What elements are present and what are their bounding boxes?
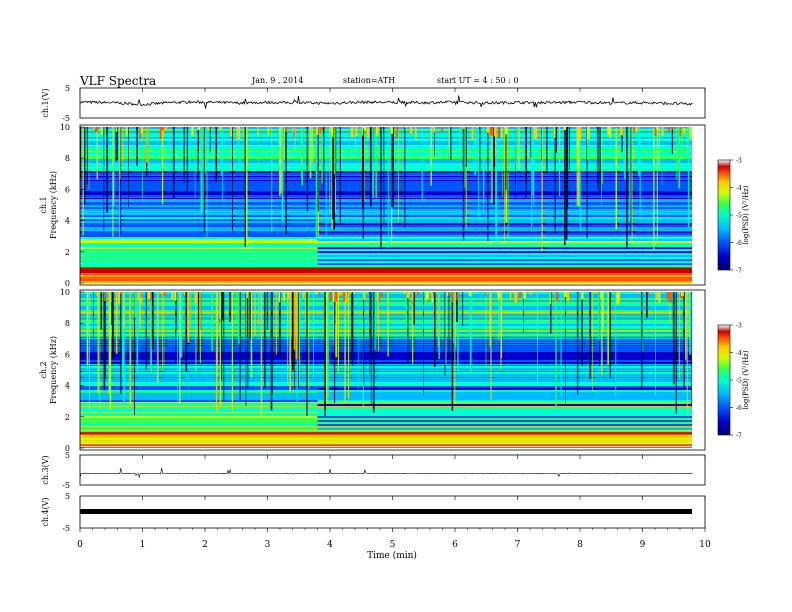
ch1-panel: 5 -5 ch.1(V) bbox=[41, 84, 706, 123]
ytick-label: 6 bbox=[65, 185, 70, 194]
ch4-ytick-bottom: -5 bbox=[62, 524, 70, 533]
x-tick-label: 3 bbox=[265, 540, 271, 550]
ch1-ylabel: ch.1(V) bbox=[41, 88, 50, 117]
ch2-spectrogram-ylabel-b: Frequency (kHz) bbox=[49, 336, 58, 404]
ch3-panel: 5 -5 ch.3(V) bbox=[41, 451, 706, 490]
ytick-label: 8 bbox=[65, 319, 70, 328]
colorbar-tick: -4 bbox=[736, 185, 742, 192]
ch2-spectrogram-ylabel-a: ch.2 bbox=[39, 361, 48, 378]
ch4-trace bbox=[80, 509, 692, 514]
x-tick-label: 0 bbox=[77, 540, 83, 550]
colorbar-tick: -3 bbox=[736, 323, 742, 330]
ch1-spectrogram-frame bbox=[79, 124, 706, 286]
ch1-colorbar bbox=[717, 159, 731, 271]
ch4-ytick-top: 5 bbox=[65, 492, 70, 501]
ytick-label: 2 bbox=[65, 413, 70, 422]
ch3-frame bbox=[79, 454, 706, 486]
ch2-spectrogram bbox=[80, 292, 692, 448]
ytick-label: 10 bbox=[60, 123, 70, 132]
ch1-spectrogram-ylabel-b: Frequency (kHz) bbox=[49, 171, 58, 239]
colorbar-tick: -6 bbox=[736, 240, 742, 247]
date-label: Jan. 9 , 2014 bbox=[251, 76, 303, 85]
ch2-colorbar-label: log(PSD) (V²/Hz) bbox=[742, 350, 750, 409]
ytick-label: 4 bbox=[65, 382, 70, 391]
ytick-label: 10 bbox=[60, 288, 70, 297]
x-tick-label: 1 bbox=[140, 540, 146, 550]
ytick-label: 0 bbox=[65, 279, 70, 288]
ch2-colorbar bbox=[717, 324, 731, 436]
x-tick-label: 10 bbox=[699, 540, 711, 550]
ch1-colorbar-label: log(PSD) (V²/Hz) bbox=[742, 185, 750, 244]
ytick-label: 4 bbox=[65, 217, 70, 226]
ch4-panel: 5 -5 ch.4(V) bbox=[41, 492, 706, 533]
ch3-ytick-bottom: -5 bbox=[62, 481, 70, 490]
ytick-label: 8 bbox=[65, 154, 70, 163]
x-tick-label: 5 bbox=[390, 540, 396, 550]
x-tick-label: 2 bbox=[202, 540, 208, 550]
ytick-label: 6 bbox=[65, 350, 70, 359]
x-tick-label: 8 bbox=[577, 540, 583, 550]
ch3-ylabel: ch.3(V) bbox=[41, 455, 50, 484]
ch1-spectrogram-ylabel-a: ch.1 bbox=[39, 196, 48, 213]
ch1-trace bbox=[79, 95, 693, 109]
ch3-trace bbox=[79, 467, 693, 479]
ch2-spectrogram-frame bbox=[79, 289, 706, 451]
colorbar-tick: -3 bbox=[736, 158, 742, 165]
ytick-label: 0 bbox=[65, 444, 70, 453]
x-tick-label: 9 bbox=[640, 540, 646, 550]
ch1-ytick-top: 5 bbox=[65, 84, 70, 93]
colorbar-tick: -5 bbox=[736, 378, 742, 385]
colorbar-tick: -4 bbox=[736, 350, 742, 357]
ch3-ytick-top: 5 bbox=[65, 451, 70, 460]
start-time-label: start UT = 4 : 50 : 0 bbox=[437, 76, 518, 85]
x-tick-label: 6 bbox=[452, 540, 458, 550]
colorbar-tick: -7 bbox=[736, 268, 742, 275]
ch1-ytick-bottom: -5 bbox=[62, 114, 70, 123]
figure-title: VLF Spectra bbox=[79, 74, 156, 88]
x-tick-label: 7 bbox=[515, 540, 521, 550]
x-tick-label: 4 bbox=[327, 540, 333, 550]
station-label: station=ATH bbox=[343, 76, 395, 85]
x-axis: 0 1 2 3 4 5 6 7 8 9 10 bbox=[77, 88, 711, 550]
colorbar-tick: -6 bbox=[736, 405, 742, 412]
colorbar-tick: -7 bbox=[736, 433, 742, 440]
colorbar-tick: -5 bbox=[736, 213, 742, 220]
ch4-ylabel: ch.4(V) bbox=[41, 497, 50, 526]
x-axis-label: Time (min) bbox=[367, 550, 417, 561]
ytick-label: 2 bbox=[65, 248, 70, 257]
ch1-spectrogram bbox=[80, 127, 692, 283]
